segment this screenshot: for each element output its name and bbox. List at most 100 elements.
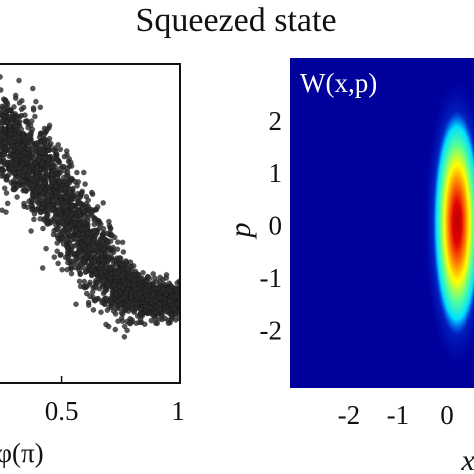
scatter-point <box>122 294 128 300</box>
scatter-point <box>93 285 99 291</box>
scatter-point <box>29 202 35 209</box>
scatter-point <box>119 239 126 246</box>
scatter-point <box>6 113 13 120</box>
scatter-point <box>18 112 25 119</box>
scatter-point <box>173 287 180 294</box>
scatter-point <box>51 254 58 260</box>
scatter-point <box>58 251 64 258</box>
scatter-point <box>25 132 32 138</box>
scatter-point <box>110 244 116 251</box>
scatter-point <box>25 124 31 131</box>
scatter-point <box>90 241 97 247</box>
scatter-point <box>112 291 119 297</box>
scatter-point <box>11 186 18 193</box>
scatter-point <box>0 117 6 123</box>
scatter-point <box>3 209 9 215</box>
scatter-point <box>56 236 63 242</box>
scatter-point <box>75 179 82 185</box>
scatter-point <box>33 140 40 146</box>
scatter-point <box>115 298 121 305</box>
scatter-point <box>4 177 10 183</box>
scatter-point <box>42 154 48 161</box>
scatter-point <box>140 269 146 276</box>
scatter-point <box>157 278 163 285</box>
scatter-point <box>69 243 75 250</box>
scatter-point <box>52 222 59 228</box>
scatter-point <box>50 231 57 238</box>
scatter-point <box>82 226 89 232</box>
heatmap-x-ticks: -2 -1 0 <box>338 400 454 430</box>
scatter-point <box>2 109 8 115</box>
scatter-point <box>89 289 96 295</box>
scatter-point <box>85 239 91 246</box>
scatter-point <box>98 270 104 276</box>
scatter-plot: 0.5 1 φ(π) <box>0 63 185 468</box>
scatter-point <box>37 104 44 111</box>
scatter-point <box>64 165 71 172</box>
scatter-point <box>28 196 35 203</box>
heatmap-y-tick-label: -1 <box>260 263 283 293</box>
scatter-point <box>7 159 14 166</box>
scatter-point <box>55 141 62 148</box>
scatter-point <box>126 269 132 275</box>
scatter-point <box>4 200 11 207</box>
scatter-point <box>83 283 90 289</box>
scatter-point <box>125 286 132 293</box>
scatter-point <box>119 273 125 280</box>
scatter-point <box>68 163 75 169</box>
scatter-point <box>57 146 64 153</box>
heatmap-x-tick-label: -1 <box>387 400 410 430</box>
scatter-point <box>61 205 68 211</box>
scatter-point <box>10 142 17 149</box>
scatter-point <box>21 150 28 157</box>
scatter-point <box>109 232 115 238</box>
scatter-point <box>40 225 46 232</box>
scatter-point <box>121 333 128 340</box>
scatter-point <box>161 281 168 288</box>
scatter-point <box>63 194 70 201</box>
scatter-point <box>35 157 42 164</box>
scatter-point <box>94 203 101 210</box>
scatter-point <box>100 257 106 263</box>
wigner-heatmap: W(x,p) 2 1 0 -1 -2 -2 -1 0 p x <box>224 58 474 474</box>
scatter-point <box>120 249 127 255</box>
scatter-point <box>107 225 114 232</box>
scatter-point <box>53 156 59 163</box>
scatter-point <box>68 222 75 229</box>
scatter-point <box>0 166 5 173</box>
scatter-point <box>64 245 71 252</box>
scatter-point <box>121 323 128 330</box>
heatmap-y-tick-label: 2 <box>269 106 283 136</box>
scatter-point <box>55 199 61 206</box>
scatter-point <box>85 230 92 237</box>
scatter-point <box>0 132 4 139</box>
scatter-point <box>26 185 33 192</box>
scatter-point <box>0 87 4 93</box>
scatter-point <box>83 253 90 260</box>
heatmap-label: W(x,p) <box>300 68 377 98</box>
scatter-point <box>167 297 173 304</box>
scatter-point <box>87 279 93 286</box>
scatter-point <box>114 239 121 245</box>
scatter-point <box>109 288 116 294</box>
scatter-point <box>74 259 81 266</box>
heatmap-core <box>433 111 474 335</box>
scatter-point <box>26 168 32 175</box>
scatter-point <box>28 228 34 234</box>
scatter-point <box>32 188 39 195</box>
scatter-point <box>76 221 83 228</box>
scatter-point <box>103 264 110 271</box>
scatter-point <box>62 178 69 184</box>
scatter-point <box>143 308 149 314</box>
scatter-point <box>41 131 48 137</box>
scatter-point <box>30 155 37 161</box>
scatter-point <box>100 229 107 236</box>
scatter-point <box>103 321 109 328</box>
scatter-point <box>8 130 15 137</box>
scatter-point <box>145 273 151 280</box>
scatter-point <box>0 159 4 165</box>
scatter-point <box>13 157 20 164</box>
scatter-point <box>132 268 139 275</box>
scatter-point <box>45 197 52 204</box>
